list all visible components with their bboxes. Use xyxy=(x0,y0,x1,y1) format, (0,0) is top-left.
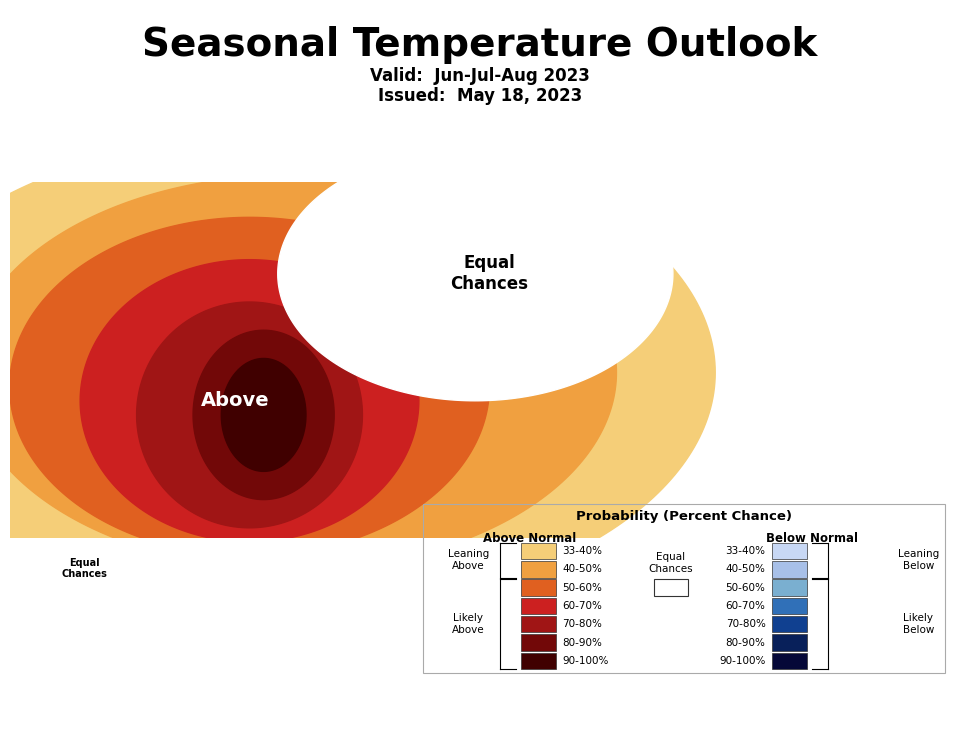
Text: 70-80%: 70-80% xyxy=(726,620,765,629)
Bar xyxy=(521,597,556,614)
Bar xyxy=(521,542,556,559)
Text: Issued:  May 18, 2023: Issued: May 18, 2023 xyxy=(378,87,582,105)
Text: Probability (Percent Chance): Probability (Percent Chance) xyxy=(576,510,792,522)
Text: 80-90%: 80-90% xyxy=(726,637,765,648)
Polygon shape xyxy=(136,302,363,528)
Bar xyxy=(521,652,556,669)
Text: Leaning
Above: Leaning Above xyxy=(447,549,489,571)
Text: 60-70%: 60-70% xyxy=(563,601,602,611)
Text: Above: Above xyxy=(201,391,270,410)
Text: Equal
Chances: Equal Chances xyxy=(649,553,693,574)
Text: 70-80%: 70-80% xyxy=(563,620,602,629)
Polygon shape xyxy=(10,217,490,556)
Bar xyxy=(772,542,806,559)
Bar xyxy=(772,597,806,614)
Text: Above Normal: Above Normal xyxy=(483,532,576,545)
Polygon shape xyxy=(0,133,715,612)
Text: 60-70%: 60-70% xyxy=(726,601,765,611)
Text: Likely
Above: Likely Above xyxy=(452,614,485,635)
Text: Above: Above xyxy=(117,618,152,628)
Bar xyxy=(772,634,806,651)
Bar xyxy=(772,580,806,596)
Polygon shape xyxy=(222,358,306,471)
Text: 50-60%: 50-60% xyxy=(563,582,602,593)
Text: 40-50%: 40-50% xyxy=(563,564,602,574)
Text: Seasonal Temperature Outlook: Seasonal Temperature Outlook xyxy=(142,26,818,64)
Text: 90-100%: 90-100% xyxy=(563,656,609,666)
Text: 33-40%: 33-40% xyxy=(726,546,765,556)
Text: 50-60%: 50-60% xyxy=(726,582,765,593)
Text: Valid:  Jun-Jul-Aug 2023: Valid: Jun-Jul-Aug 2023 xyxy=(370,67,590,85)
Text: 90-100%: 90-100% xyxy=(719,656,765,666)
Text: 40-50%: 40-50% xyxy=(726,564,765,574)
Bar xyxy=(521,616,556,632)
Text: 80-90%: 80-90% xyxy=(563,637,602,648)
Text: Leaning
Below: Leaning Below xyxy=(898,549,939,571)
Text: Likely
Below: Likely Below xyxy=(902,614,934,635)
Polygon shape xyxy=(0,175,616,570)
Text: Equal
Chances: Equal Chances xyxy=(61,558,108,580)
Bar xyxy=(521,561,556,577)
Bar xyxy=(772,652,806,669)
Text: Equal
Chances: Equal Chances xyxy=(450,255,528,293)
Text: Below Normal: Below Normal xyxy=(766,532,858,545)
Bar xyxy=(521,634,556,651)
Bar xyxy=(772,616,806,632)
Bar xyxy=(654,580,688,596)
Text: 33-40%: 33-40% xyxy=(563,546,603,556)
Bar xyxy=(772,561,806,577)
Polygon shape xyxy=(81,260,419,542)
Polygon shape xyxy=(277,147,673,401)
Bar xyxy=(521,580,556,596)
Polygon shape xyxy=(193,330,334,499)
